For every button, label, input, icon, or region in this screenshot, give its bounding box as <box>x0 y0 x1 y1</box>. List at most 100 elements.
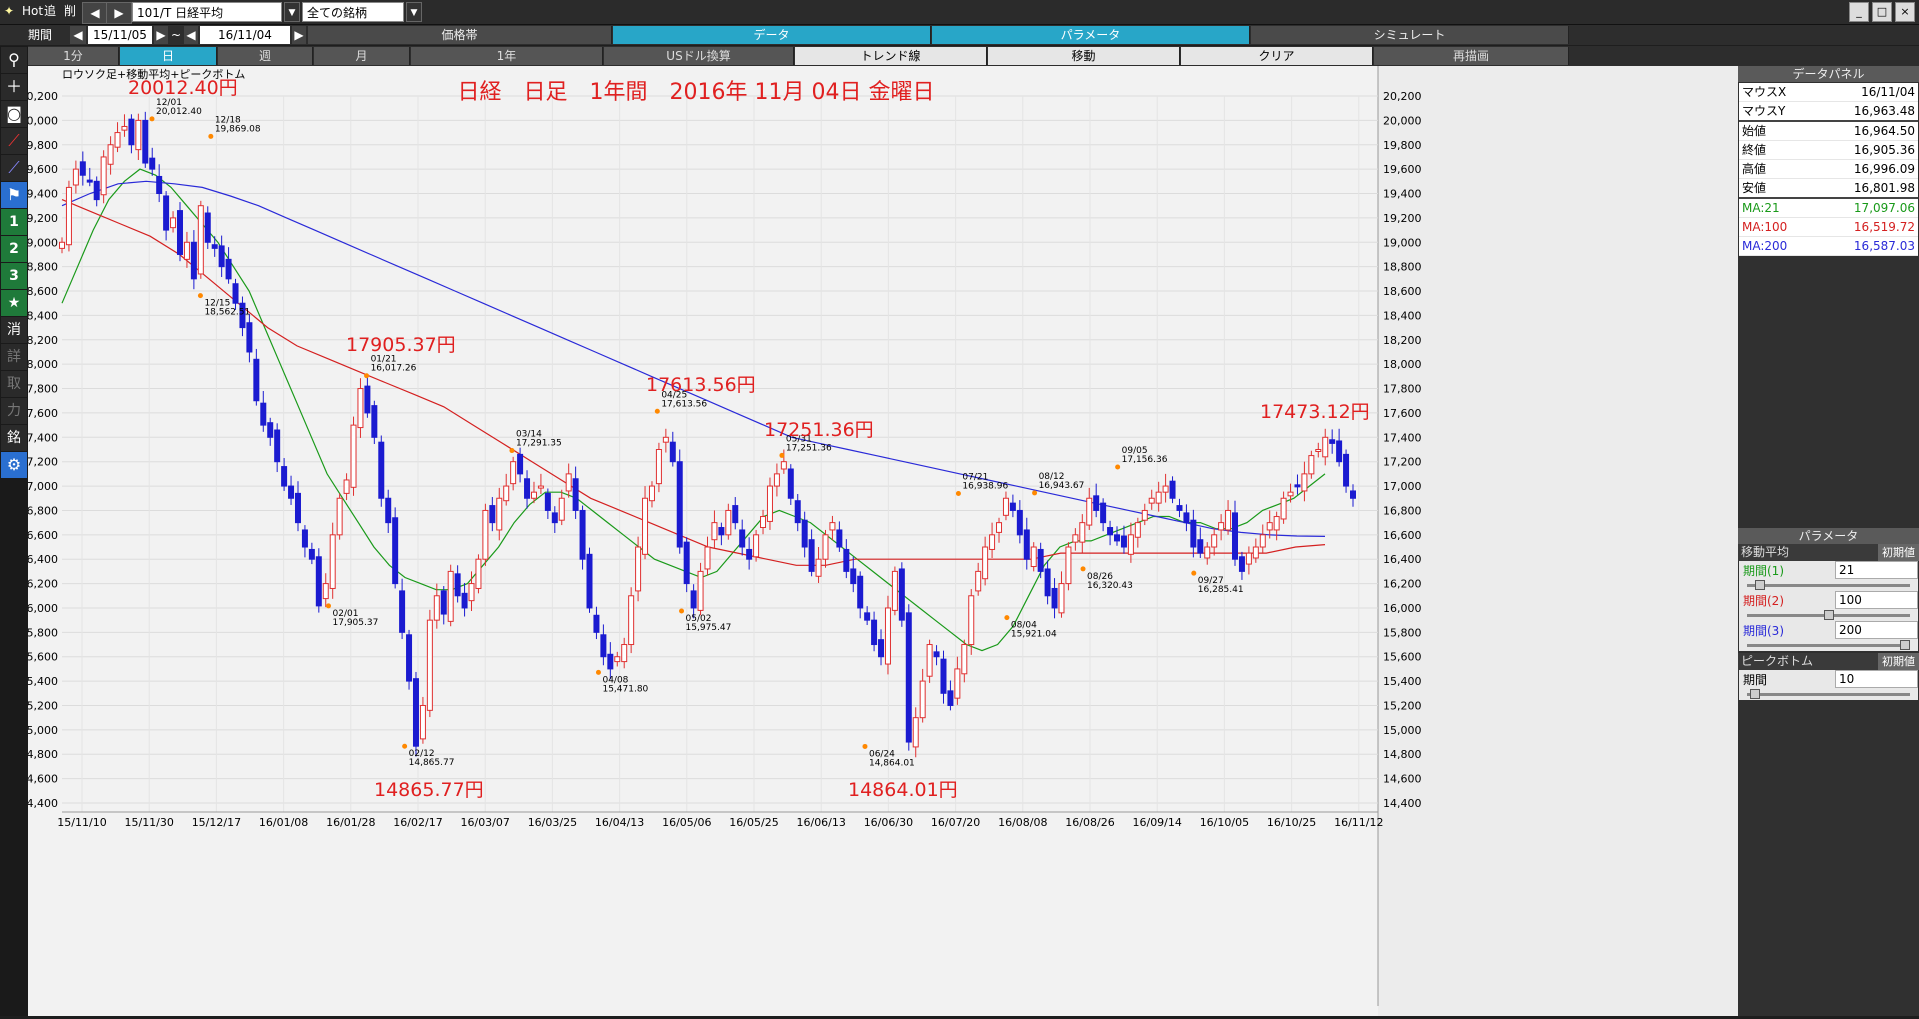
price-chart[interactable]: 20,200 20,000 19,800 19,600 19,400 19,200 19,0… <box>20 66 1738 1016</box>
tab-parameter[interactable]: パラメータ <box>932 26 1250 44</box>
star-icon[interactable]: ★ <box>1 290 27 316</box>
bulb-icon[interactable]: ✦ <box>4 4 15 18</box>
candle-body <box>794 500 801 524</box>
ma1-input[interactable]: 21 <box>1835 561 1918 579</box>
ma1-slider[interactable] <box>1739 579 1918 591</box>
preset-2-button[interactable]: 2 <box>1 236 27 262</box>
candle-body <box>732 505 739 524</box>
ma3-slider[interactable] <box>1739 639 1918 651</box>
x-tick-label: 16/05/25 <box>729 816 778 829</box>
camera-icon[interactable]: ◙ <box>1 101 27 127</box>
range-start-prev-icon[interactable]: ◀ <box>70 26 86 44</box>
stock-button[interactable]: 銘 <box>1 425 27 451</box>
ma2-slider[interactable] <box>1739 609 1918 621</box>
group-field[interactable]: 全ての銘柄 <box>302 2 404 22</box>
range-end-prev-icon[interactable]: ◀ <box>184 26 198 44</box>
minimize-icon[interactable]: _ <box>1849 2 1869 22</box>
candle-body <box>572 478 579 511</box>
candle-body <box>475 558 482 589</box>
ma1-slider-knob[interactable] <box>1754 580 1765 590</box>
ma2-slider-knob[interactable] <box>1823 610 1834 620</box>
candle-body <box>850 568 857 585</box>
tab-move[interactable]: 移動 <box>988 47 1180 65</box>
ma3-slider-knob[interactable] <box>1900 640 1910 650</box>
candle-body <box>135 119 142 151</box>
pb-period-input[interactable]: 10 <box>1835 670 1918 688</box>
x-tick-label: 16/08/26 <box>1065 816 1114 829</box>
symbol-dropdown-icon[interactable]: ▼ <box>284 2 300 22</box>
plus-icon[interactable]: ＋ <box>1 74 27 100</box>
candle-body <box>308 548 315 560</box>
candle-body <box>1204 546 1211 559</box>
next-arrow-icon[interactable]: ▶ <box>106 2 132 24</box>
candle-body <box>975 570 982 592</box>
tab-1year[interactable]: 1年 <box>411 47 603 65</box>
candle-body <box>59 241 65 249</box>
flag-icon[interactable]: ⚑ <box>1 182 27 208</box>
candle-body <box>614 656 621 663</box>
candle-body <box>864 612 871 621</box>
tab-clear[interactable]: クリア <box>1181 47 1373 65</box>
range-end-field[interactable]: 16/11/04 <box>200 26 290 44</box>
group-dropdown-icon[interactable]: ▼ <box>406 2 422 22</box>
candle-body <box>551 512 558 524</box>
candle-body <box>163 195 170 231</box>
candle-body <box>1120 535 1127 548</box>
add-button[interactable]: 追 <box>44 4 57 18</box>
tab-daily[interactable]: 日 <box>120 47 217 65</box>
ma-reset-button[interactable]: 初期値 <box>1878 544 1919 561</box>
preset-1-button[interactable]: 1 <box>1 209 27 235</box>
input-button[interactable]: 力 <box>1 398 27 424</box>
preset-3-button[interactable]: 3 <box>1 263 27 289</box>
tab-1min[interactable]: 1分 <box>28 47 119 65</box>
search-icon[interactable]: ⚲ <box>1 47 27 73</box>
tab-redraw[interactable]: 再描画 <box>1374 47 1569 65</box>
tab-monthly[interactable]: 月 <box>314 47 410 65</box>
line-icon[interactable]: ⟋ <box>1 155 27 181</box>
pb-slider[interactable] <box>1739 688 1918 700</box>
chart-area[interactable]: 20,200 20,000 19,800 19,600 19,400 19,200 19,0… <box>20 66 1738 1016</box>
tab-weekly[interactable]: 週 <box>218 47 313 65</box>
ma3-input[interactable]: 200 <box>1835 621 1918 639</box>
candle-body <box>836 529 843 548</box>
peakbottom-reset-button[interactable]: 初期値 <box>1878 653 1919 670</box>
candle-body <box>1225 509 1232 531</box>
candle-body <box>753 534 760 558</box>
range-start-next-icon[interactable]: ▶ <box>154 26 168 44</box>
close-icon[interactable]: × <box>1895 2 1915 22</box>
candle-body <box>815 558 822 577</box>
peak-price-label: 14864.01円 <box>848 779 958 801</box>
y-tick-label-left: 18,600 <box>28 285 58 298</box>
candle-body <box>329 534 336 589</box>
candle-body <box>1107 527 1114 536</box>
data-panel-row: 安値 16,801.98 <box>1739 179 1918 199</box>
hot-button[interactable]: Hot <box>22 4 44 18</box>
candle-body <box>86 179 93 183</box>
tab-simulate[interactable]: シミュレート <box>1251 26 1569 44</box>
maximize-icon[interactable]: □ <box>1872 2 1892 22</box>
prev-arrow-icon[interactable]: ◀ <box>82 2 108 24</box>
peak-date-label: 04/08 <box>602 675 628 685</box>
tab-trendline[interactable]: トレンド線 <box>795 47 987 65</box>
range-start-field[interactable]: 15/11/05 <box>88 26 152 44</box>
symbol-field[interactable]: 101/T 日経平均 <box>132 2 282 22</box>
chart-icon[interactable]: ⟋ <box>1 128 27 154</box>
erase-button[interactable]: 消 <box>1 317 27 343</box>
trade-button[interactable]: 取 <box>1 371 27 397</box>
peak-value-label: 20,012.40 <box>156 107 202 117</box>
tab-usd-convert[interactable]: USドル換算 <box>604 47 794 65</box>
tab-data[interactable]: データ <box>613 26 931 44</box>
gear-icon[interactable]: ⚙ <box>1 452 27 478</box>
ma2-input[interactable]: 100 <box>1835 591 1918 609</box>
candle-body <box>912 717 919 748</box>
delete-button[interactable]: 削 <box>64 4 77 18</box>
range-end-next-icon[interactable]: ▶ <box>292 26 306 44</box>
y-tick-label-right: 14,400 <box>1383 797 1422 810</box>
chart-title: 日経 日足 1年間 2016年 11月 04日 金曜日 <box>458 80 935 105</box>
detail-button[interactable]: 詳 <box>1 344 27 370</box>
candle-body <box>871 619 878 646</box>
indicator-label: ロウソク足+移動平均+ピークボトム <box>62 67 245 81</box>
pb-slider-knob[interactable] <box>1750 689 1761 699</box>
tab-price-band[interactable]: 価格帯 <box>308 26 612 44</box>
candle-body <box>461 592 468 609</box>
